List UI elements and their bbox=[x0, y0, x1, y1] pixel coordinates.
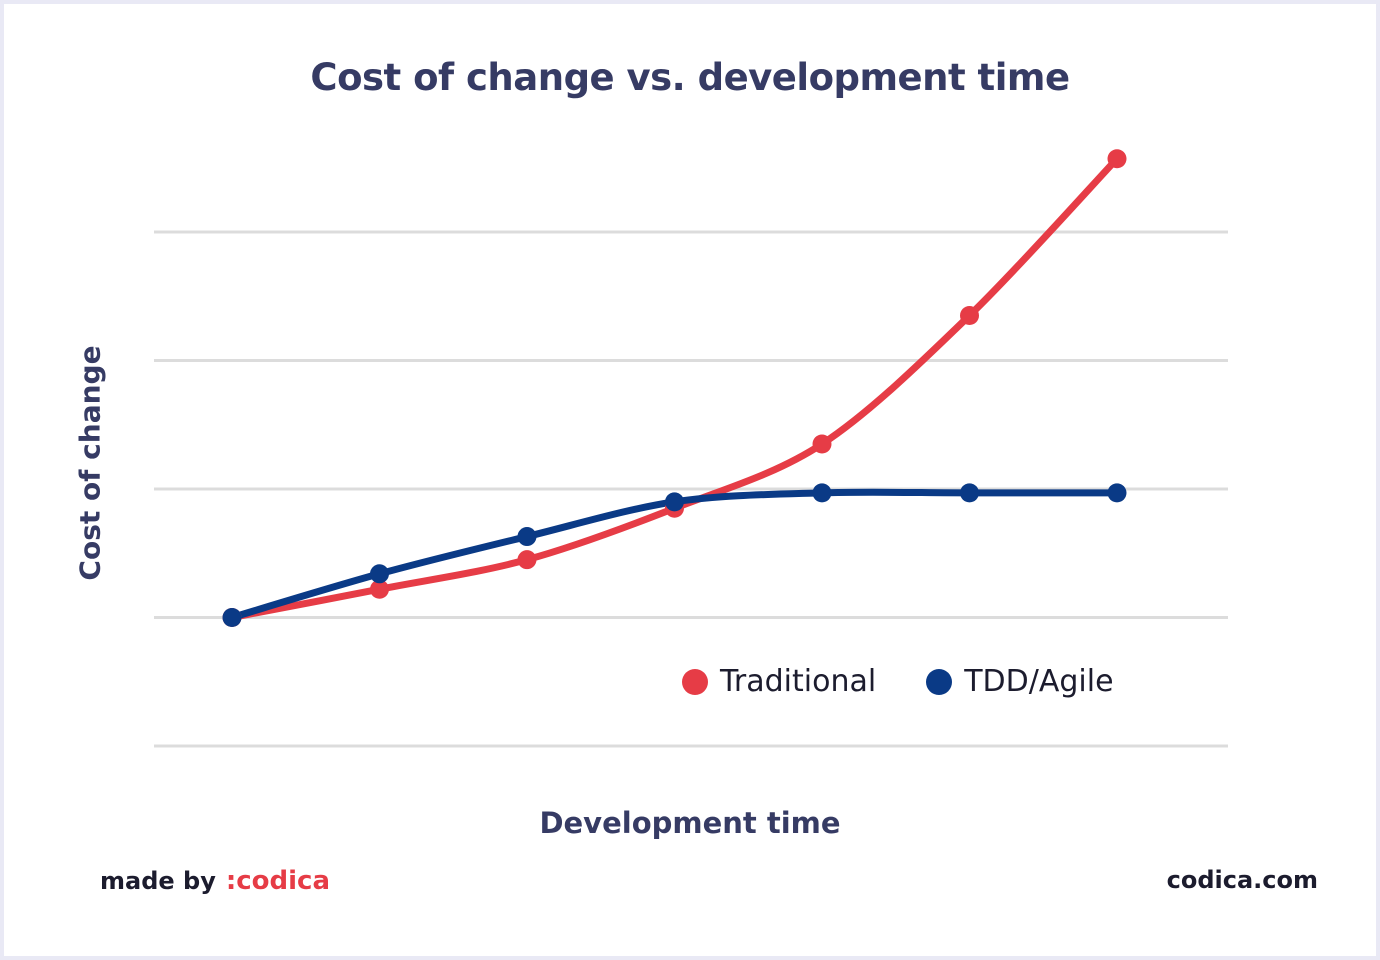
legend: Traditional TDD/Agile bbox=[682, 664, 1164, 699]
data-point-tdd-agile-2 bbox=[370, 564, 389, 584]
codica-logo: :codica bbox=[225, 866, 330, 896]
series-lines bbox=[222, 149, 1127, 627]
data-point-tdd-agile-4 bbox=[665, 492, 684, 512]
x-axis-label: Development time bbox=[539, 806, 841, 840]
made-by-text: made by bbox=[100, 867, 216, 895]
data-point-tdd-agile-3 bbox=[517, 527, 537, 547]
legend-item-traditional: Traditional bbox=[682, 664, 876, 699]
legend-label-tdd-agile: TDD/Agile bbox=[964, 664, 1114, 699]
legend-marker-tdd-agile bbox=[926, 668, 953, 695]
y-axis-label: Cost of change bbox=[73, 345, 107, 581]
data-point-traditional-6 bbox=[960, 306, 979, 326]
data-point-traditional-3 bbox=[517, 550, 537, 570]
legend-item-tdd-agile: TDD/Agile bbox=[926, 664, 1114, 699]
chart-title: Cost of change vs. development time bbox=[310, 56, 1070, 99]
data-point-tdd-agile-1 bbox=[222, 608, 242, 627]
data-point-tdd-agile-6 bbox=[960, 483, 979, 503]
chart-frame bbox=[4, 4, 1376, 956]
site-url: codica.com bbox=[1166, 866, 1318, 894]
data-point-traditional-7 bbox=[1107, 149, 1127, 169]
legend-label-traditional: Traditional bbox=[720, 664, 877, 699]
data-point-traditional-2 bbox=[370, 579, 389, 599]
made-by-credit: made by :codica bbox=[100, 866, 330, 896]
legend-marker-traditional bbox=[682, 668, 708, 695]
series-line-traditional bbox=[228, 155, 1121, 621]
data-point-tdd-agile-5 bbox=[812, 483, 832, 503]
data-point-traditional-5 bbox=[812, 434, 832, 454]
data-point-tdd-agile-7 bbox=[1107, 483, 1127, 503]
